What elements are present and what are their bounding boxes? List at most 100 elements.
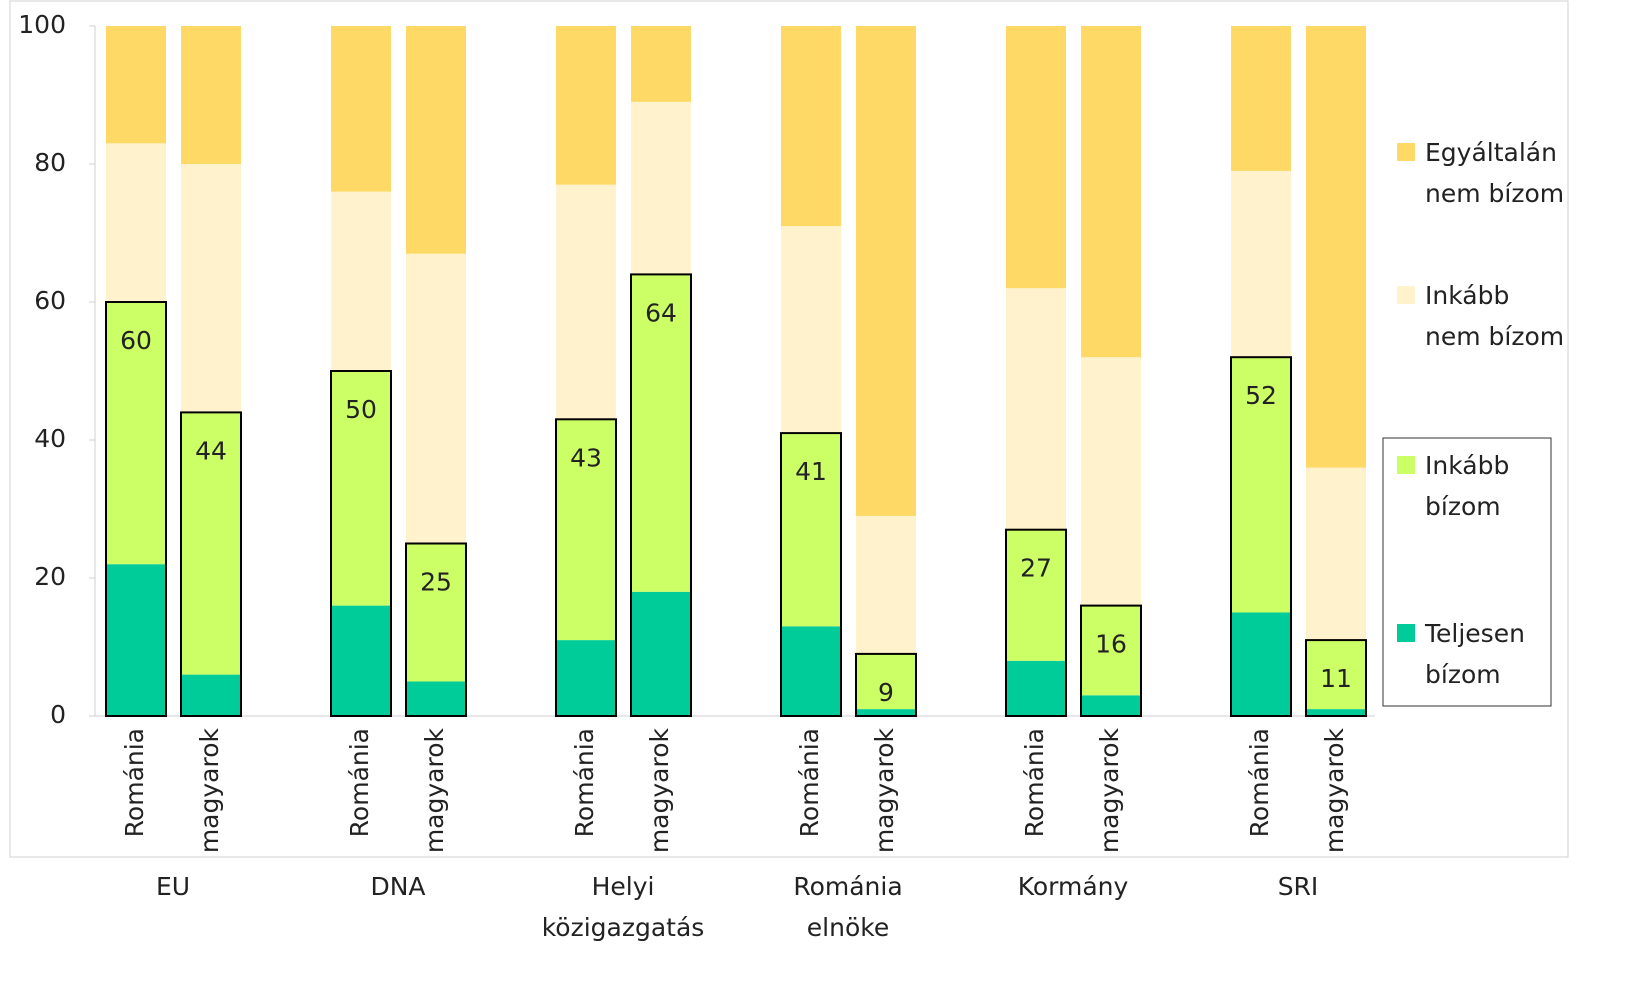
bar-outline (105, 301, 167, 717)
y-tick-label: 20 (34, 562, 66, 591)
group-label: EU (155, 872, 191, 901)
group-label: Románia elnöke (793, 872, 903, 942)
data-label: 16 (1095, 630, 1127, 659)
bar-segment (406, 681, 466, 716)
data-label: 50 (345, 395, 377, 424)
legend-swatch (1397, 624, 1415, 642)
bar-segment (331, 605, 391, 716)
y-tick-label: 0 (50, 700, 66, 729)
bar-segment (331, 191, 391, 371)
bar-segment (556, 419, 616, 641)
bar-segment (1231, 170, 1291, 358)
y-tick-label: 40 (34, 424, 66, 453)
data-label: 41 (795, 457, 827, 486)
x-tick-label: Románia (345, 728, 374, 837)
data-label: 11 (1320, 664, 1352, 693)
x-tick-label: magyarok (870, 727, 899, 853)
bar-segment (106, 302, 166, 565)
bar-segment (181, 164, 241, 413)
bar-segment (781, 226, 841, 434)
bar-segment (1081, 357, 1141, 606)
bar-segment (106, 564, 166, 716)
x-tick-label: Románia (120, 728, 149, 837)
bar-segment (106, 143, 166, 302)
x-tick-label: Románia (795, 728, 824, 837)
bar-segment (1306, 467, 1366, 641)
bar-segment (1081, 695, 1141, 716)
bar-segment (1006, 529, 1066, 661)
bar-segment (631, 26, 691, 102)
data-label: 43 (570, 443, 602, 472)
data-label: 27 (1020, 554, 1052, 583)
bar-outline (855, 652, 917, 718)
bar-segment (631, 274, 691, 592)
data-label: 25 (420, 568, 452, 597)
bar-segment (856, 653, 916, 710)
group-label: Helyi közigazgatás (541, 872, 705, 942)
bar-segment (1081, 605, 1141, 696)
bar-outline (780, 432, 842, 717)
x-tick-label: magyarok (195, 727, 224, 853)
bar-segment (556, 26, 616, 185)
data-label: 64 (645, 298, 677, 327)
bar-outline (1080, 604, 1142, 717)
bar-segment (1306, 709, 1366, 716)
bar-outline (1005, 528, 1067, 718)
bar-segment (181, 674, 241, 716)
chart-border (9, 0, 1569, 858)
bar-segment (556, 184, 616, 420)
data-label: 44 (195, 436, 227, 465)
bar-segment (556, 640, 616, 716)
bar-segment (856, 709, 916, 716)
legend-label: Inkább nem bízom (1425, 281, 1565, 351)
bar-outline (330, 370, 392, 717)
legend-swatch (1397, 456, 1415, 474)
bar-segment (331, 371, 391, 606)
x-tick-label: magyarok (420, 727, 449, 853)
data-label: 9 (878, 678, 894, 707)
x-tick-label: magyarok (1095, 727, 1124, 853)
bar-segment (106, 26, 166, 144)
legend-swatch (1397, 286, 1415, 304)
bar-outline (1305, 639, 1367, 717)
data-label: 60 (120, 326, 152, 355)
bar-outline (405, 542, 467, 717)
bar-segment (1006, 288, 1066, 530)
bar-segment (781, 433, 841, 627)
bar-segment (1306, 640, 1366, 710)
bar-outline (180, 411, 242, 717)
bar-segment (856, 26, 916, 516)
bar-segment (406, 543, 466, 682)
group-label: Kormány (1017, 872, 1129, 901)
x-tick-label: magyarok (1320, 727, 1349, 853)
bar-outline (1230, 356, 1292, 717)
x-tick-label: Románia (570, 728, 599, 837)
y-tick-label: 100 (18, 10, 66, 39)
bar-segment (631, 591, 691, 716)
bar-outline (630, 273, 692, 717)
group-label: SRI (1277, 872, 1319, 901)
bar-segment (1006, 660, 1066, 716)
legend-label: Inkább bízom (1425, 451, 1510, 521)
legend-box (1382, 437, 1552, 707)
bar-segment (181, 412, 241, 675)
bar-segment (331, 26, 391, 192)
bar-segment (1306, 26, 1366, 468)
x-tick-label: magyarok (645, 727, 674, 853)
bar-segment (856, 515, 916, 654)
bar-segment (1231, 26, 1291, 171)
y-tick-label: 80 (34, 148, 66, 177)
y-tick-label: 60 (34, 286, 66, 315)
legend-swatch (1397, 143, 1415, 161)
x-tick-label: Románia (1020, 728, 1049, 837)
bar-segment (781, 626, 841, 716)
bar-segment (1006, 26, 1066, 289)
bar-segment (1231, 612, 1291, 716)
bar-segment (781, 26, 841, 227)
bar-segment (406, 253, 466, 544)
bar-segment (631, 101, 691, 275)
legend-label: Egyáltalán nem bízom (1425, 138, 1565, 208)
bar-segment (1081, 26, 1141, 358)
